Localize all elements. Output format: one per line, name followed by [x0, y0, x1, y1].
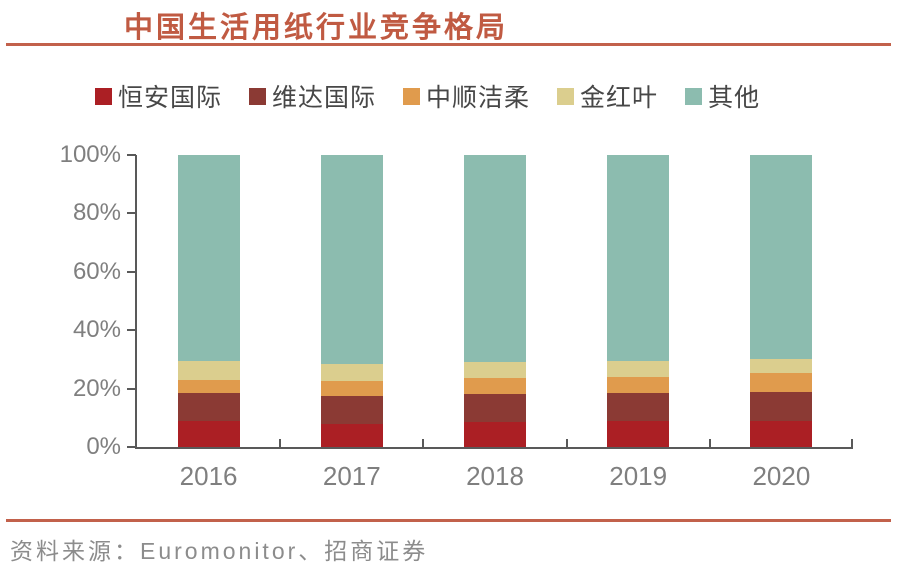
y-axis-label: 0% — [86, 433, 121, 460]
y-axis-label: 80% — [72, 199, 121, 227]
x-axis-tick — [279, 439, 282, 447]
stacked-bar-2017 — [320, 155, 383, 447]
y-axis-tick — [127, 387, 136, 390]
legend-item: 其他 — [685, 78, 760, 114]
x-axis-label: 2017 — [322, 461, 381, 491]
bar-segment — [177, 360, 240, 380]
bar-segment — [464, 394, 526, 423]
bar-segment — [750, 420, 813, 447]
y-axis-tick — [127, 329, 136, 332]
x-axis-label: 2019 — [609, 461, 668, 491]
bar-segment — [607, 376, 670, 393]
y-axis-tick — [127, 154, 136, 156]
y-axis-tick — [127, 270, 136, 273]
bar-segment — [320, 423, 383, 447]
bar-segment — [750, 155, 813, 360]
x-axis-label: 2020 — [752, 461, 811, 491]
bar-segment — [177, 420, 240, 447]
legend-swatch-icon — [403, 87, 421, 105]
bar-segment — [607, 420, 670, 447]
x-axis-tick — [708, 439, 711, 447]
data-source-note: 资料来源：Euromonitor、招商证券 — [10, 538, 429, 564]
bar-segment — [750, 372, 813, 392]
bar-segment — [464, 378, 526, 395]
legend-item: 维达国际 — [249, 78, 376, 114]
title-underline-rule — [6, 43, 891, 46]
x-axis-label: 2016 — [179, 461, 238, 491]
y-axis-label: 60% — [72, 257, 121, 285]
x-axis-tick — [422, 439, 425, 447]
legend-item: 恒安国际 — [95, 78, 222, 114]
bar-segment — [750, 359, 813, 373]
bar-segment — [464, 422, 526, 447]
bar-segment — [320, 381, 383, 396]
chart-title: 中国生活用纸行业竞争格局 — [124, 12, 509, 44]
y-axis-label: 20% — [72, 374, 121, 402]
legend-label: 中顺洁柔 — [426, 84, 531, 112]
x-axis-label: 2018 — [466, 461, 524, 491]
bar-segment — [607, 360, 670, 377]
bar-segment — [320, 395, 383, 424]
x-axis-tick — [565, 439, 568, 447]
legend-swatch-icon — [95, 87, 112, 105]
chart-legend: 恒安国际 维达国际 中顺洁柔 金红叶 其他 — [95, 78, 835, 114]
y-axis-tick — [127, 446, 136, 448]
bar-segment — [750, 391, 813, 421]
legend-label: 金红叶 — [580, 84, 659, 112]
stacked-bar-2018 — [464, 155, 526, 447]
x-axis-tick — [851, 439, 853, 447]
stacked-bar-2019 — [607, 155, 670, 447]
stacked-bar-2020 — [750, 155, 813, 447]
footer-rule — [6, 519, 891, 522]
bar-segment — [320, 363, 383, 382]
bar-segment — [607, 393, 670, 421]
legend-swatch-icon — [557, 87, 575, 105]
bar-segment — [607, 155, 670, 361]
legend-item: 金红叶 — [557, 78, 658, 114]
bar-segment — [177, 155, 240, 361]
y-axis-label: 100% — [59, 141, 121, 168]
bar-segment — [464, 155, 526, 363]
bar-segment — [320, 155, 383, 364]
y-axis-label: 40% — [72, 316, 121, 344]
legend-item: 中顺洁柔 — [403, 78, 530, 114]
legend-label: 维达国际 — [272, 84, 377, 112]
plot-area: 0% 20% 40% 60% 80% 100% 2016 2017 2018 2019 2020 — [60, 141, 853, 491]
bar-segment — [177, 379, 240, 393]
y-axis-tick — [127, 212, 136, 215]
bar-segment — [177, 393, 240, 421]
legend-swatch-icon — [249, 87, 267, 105]
legend-label: 恒安国际 — [118, 84, 223, 112]
legend-label: 其他 — [708, 84, 761, 112]
bar-segment — [464, 362, 526, 379]
legend-swatch-icon — [685, 87, 703, 105]
stacked-bar-2016 — [177, 155, 240, 447]
